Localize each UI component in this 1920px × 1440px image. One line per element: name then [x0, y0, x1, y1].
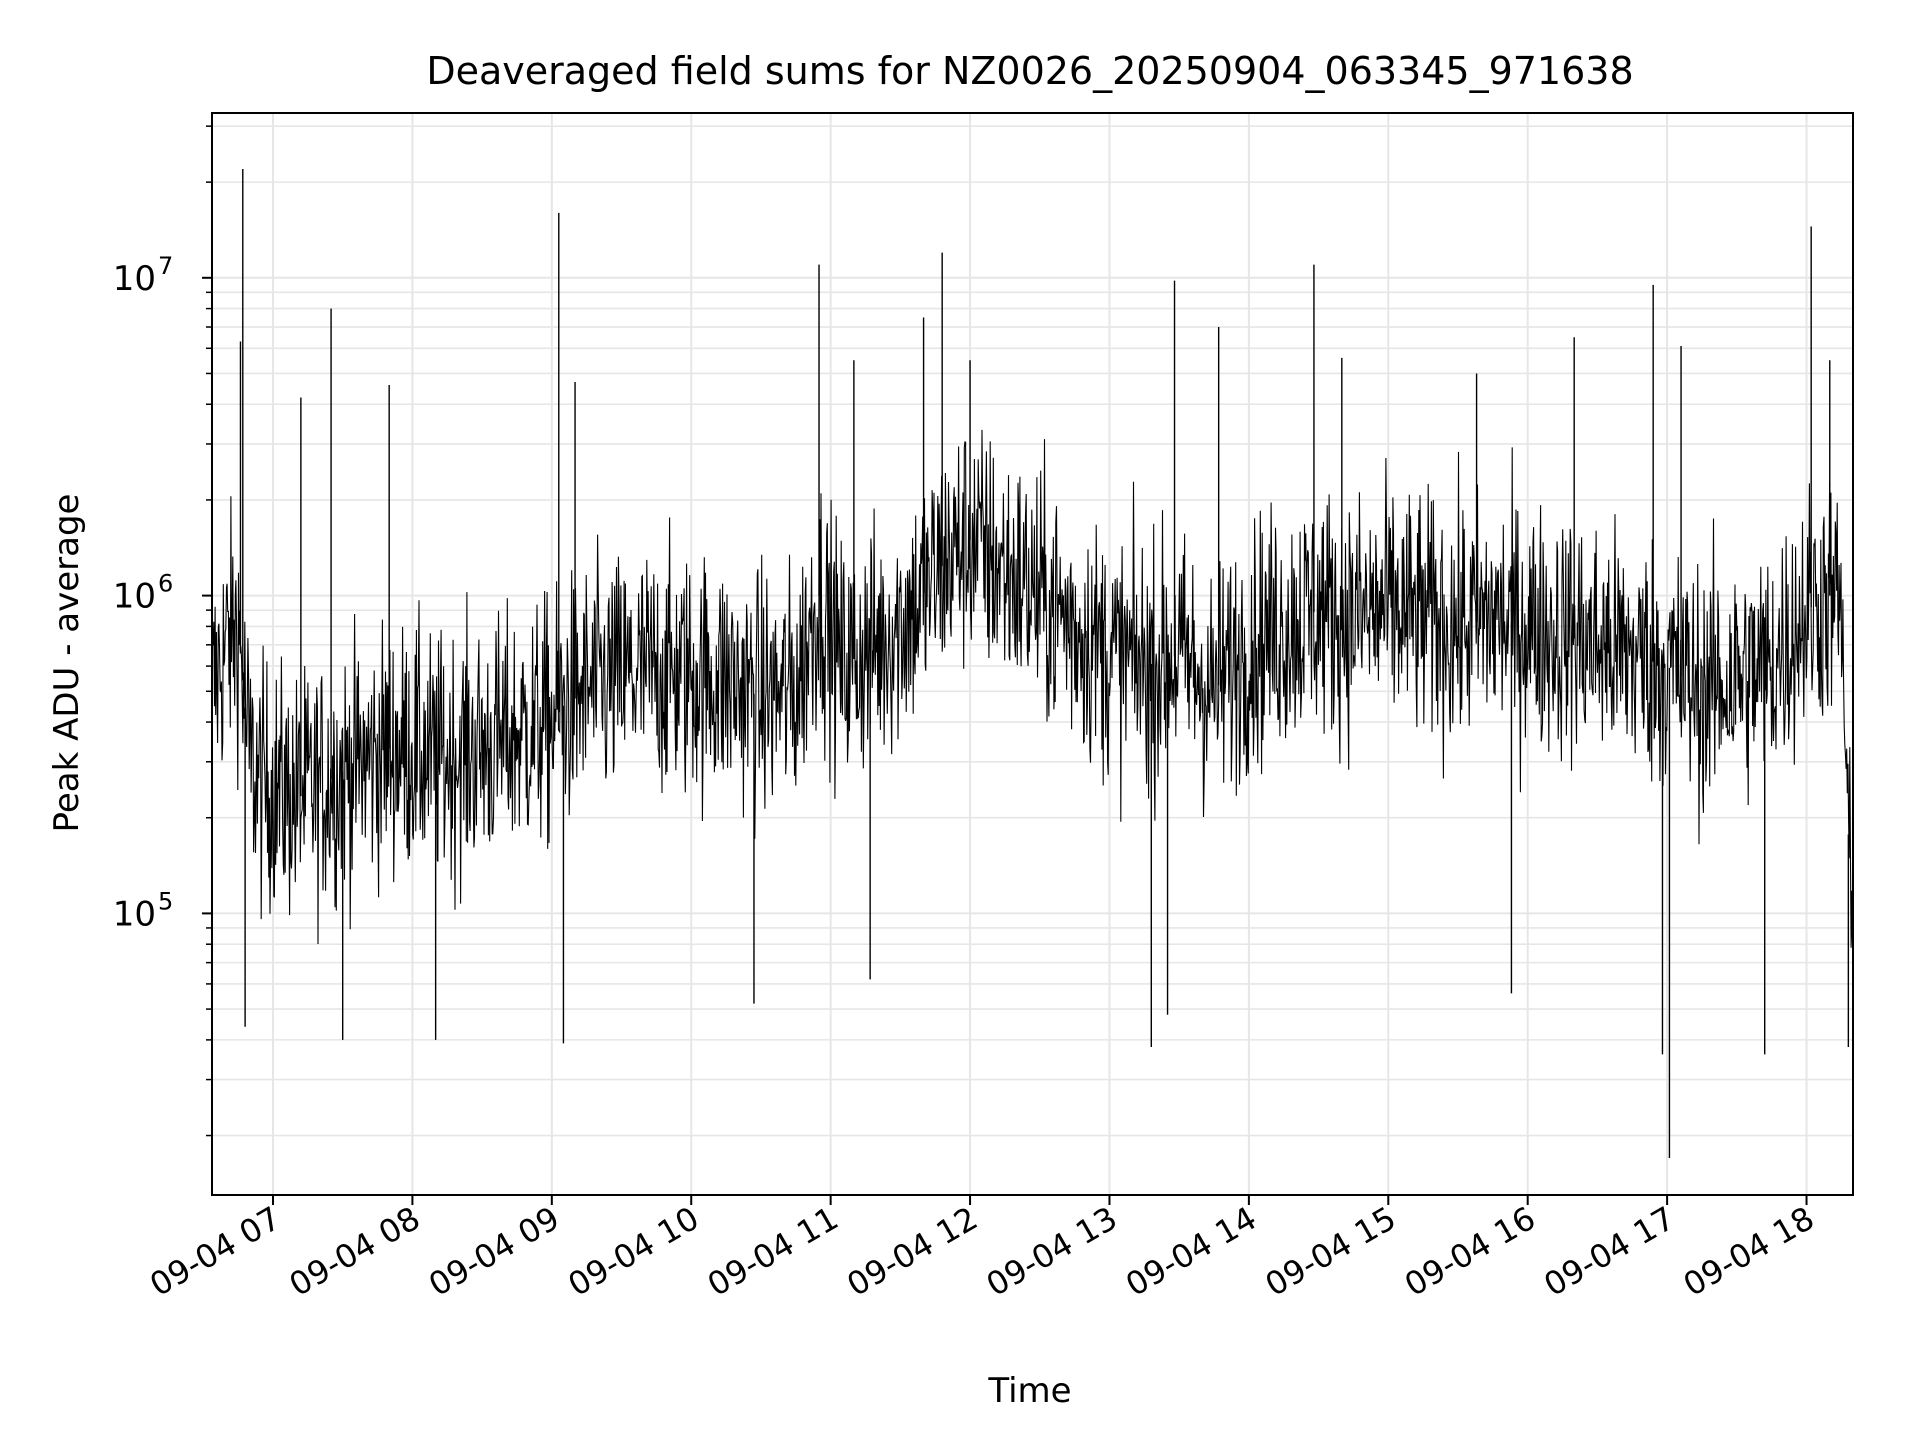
y-tick-label: 10	[113, 577, 156, 617]
y-axis-label: Peak ADU - average	[47, 494, 87, 833]
chart-title: Deaveraged field sums for NZ0026_2025090…	[426, 49, 1633, 93]
y-tick-exponent: 5	[158, 887, 173, 915]
x-axis-label: Time	[987, 1371, 1071, 1411]
grid-lines	[212, 113, 1853, 1195]
y-tick-exponent: 6	[158, 570, 173, 598]
y-tick-label: 10	[113, 894, 156, 934]
y-tick-label: 10	[113, 259, 156, 299]
y-tick-exponent: 7	[158, 252, 173, 280]
series-line	[212, 429, 1853, 956]
plot-area	[212, 168, 1853, 1158]
axes-frame	[211, 112, 1854, 1196]
